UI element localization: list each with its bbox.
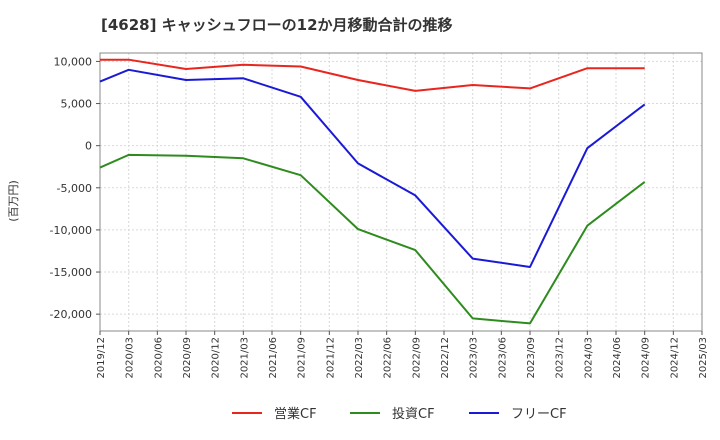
- x-tick-label: 2022/09: [411, 337, 422, 379]
- y-tick-label: -15,000: [50, 266, 92, 279]
- x-tick-label: 2023/03: [469, 337, 480, 379]
- legend-label: 投資CF: [392, 406, 435, 422]
- x-tick-label: 2021/12: [325, 337, 336, 379]
- x-tick-label: 2023/06: [497, 337, 508, 379]
- x-tick-label: 2024/03: [583, 337, 594, 379]
- x-tick-label: 2020/09: [182, 337, 193, 379]
- y-tick-label: -20,000: [50, 308, 92, 321]
- y-axis-ticks: 10,000 5,000 0 -5,000 -10,000 -15,000 -20,000: [50, 55, 100, 321]
- x-tick-label: 2023/12: [555, 337, 566, 379]
- x-tick-label: 2022/03: [354, 337, 365, 379]
- x-tick-label: 2020/12: [211, 337, 222, 379]
- y-tick-label: 5,000: [61, 98, 93, 111]
- y-tick-label: -5,000: [57, 182, 92, 195]
- x-axis-ticks: 2019/12 2020/03 2020/06 2020/09 2020/12 2021/…: [96, 331, 709, 379]
- grid-lines: [99, 53, 703, 331]
- y-tick-label: 0: [85, 140, 92, 153]
- plot-frame: [99, 52, 703, 332]
- y-axis-label: (百万円): [7, 180, 20, 222]
- legend: 営業CF 投資CF フリーCF: [232, 406, 567, 422]
- x-tick-label: 2024/12: [669, 337, 680, 379]
- x-tick-label: 2022/12: [440, 337, 451, 379]
- x-tick-label: 2021/06: [268, 337, 279, 379]
- x-tick-label: 2020/03: [125, 337, 136, 379]
- x-tick-label: 2025/03: [698, 337, 709, 379]
- series-line-営業CF: [100, 58, 645, 92]
- series-lines: [99, 58, 646, 325]
- x-tick-label: 2022/06: [383, 337, 394, 379]
- legend-label: フリーCF: [511, 407, 567, 422]
- chart-title: [4628] キャッシュフローの12か月移動合計の推移: [101, 16, 453, 34]
- y-tick-label: -10,000: [50, 224, 92, 237]
- series-line-フリーCF: [99, 68, 646, 268]
- x-tick-label: 2021/03: [239, 337, 250, 379]
- series-line-投資CF: [99, 153, 646, 325]
- x-tick-label: 2024/06: [612, 337, 623, 379]
- x-tick-label: 2021/09: [297, 337, 308, 379]
- legend-label: 営業CF: [274, 406, 317, 422]
- x-tick-label: 2023/09: [526, 337, 537, 379]
- y-tick-label: 10,000: [54, 55, 93, 68]
- x-tick-label: 2019/12: [96, 337, 107, 379]
- x-tick-label: 2024/09: [641, 337, 652, 379]
- x-tick-label: 2020/06: [153, 337, 164, 379]
